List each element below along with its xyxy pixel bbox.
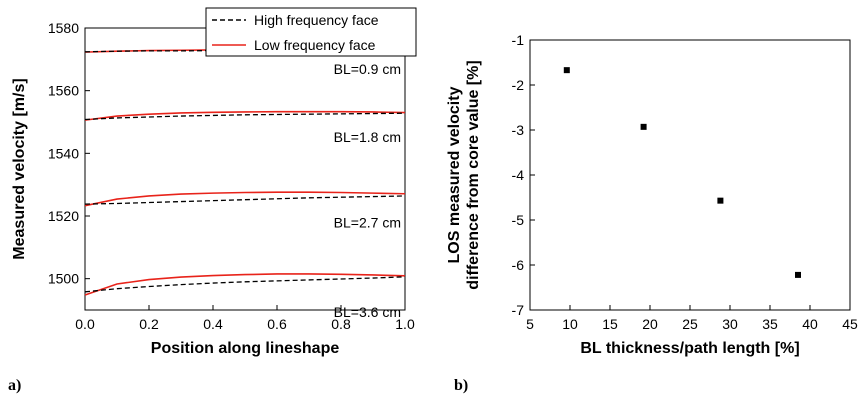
axis-ticks-b: 5 10 15 20 25 30 35 40 45 -1 -2 -3 -4 -5 -6 -7: [512, 32, 858, 332]
plot-frame-b: [529, 39, 851, 311]
high-frequency-line: [84, 276, 406, 293]
annotations-a: BL=0.9 cm BL=1.8 cm BL=2.7 cm BL=3.6 cm: [334, 61, 401, 320]
scatter-point: [717, 197, 724, 204]
y-tick-label: 1520: [48, 208, 79, 224]
legend-box: [205, 7, 417, 57]
y-tick-label: 1580: [48, 20, 79, 36]
x-tick-label: 0.0: [75, 316, 95, 332]
series-lines-a: [84, 49, 406, 296]
bl-annotation: BL=3.6 cm: [334, 304, 401, 320]
axis-ticks-a: 0.0 0.2 0.4 0.6 0.8 1.0 1500 1520 1540 1560 1580: [48, 20, 415, 332]
legend-label-high: High frequency face: [254, 12, 379, 28]
x-tick-label: 35: [762, 316, 778, 332]
x-tick-label: 40: [802, 316, 818, 332]
panel-label-b: b): [454, 377, 468, 394]
high-frequency-line: [84, 112, 406, 121]
x-tick-label: 10: [562, 316, 578, 332]
x-tick-label: 0.2: [139, 316, 159, 332]
y-tick-label: -5: [512, 212, 525, 228]
y-axis-label-a: Measured velocity [m/s]: [11, 78, 28, 259]
x-tick-label: 0.6: [267, 316, 287, 332]
x-tick-label: 45: [842, 316, 858, 332]
x-tick-label: 5: [526, 316, 534, 332]
low-frequency-line: [84, 191, 406, 207]
panel-b: 5 10 15 20 25 30 35 40 45 -1 -2 -3 -4 -5 -6 -7 BL thick…: [446, 32, 858, 394]
x-tick-label: 20: [642, 316, 658, 332]
y-tick-label: 1500: [48, 271, 79, 287]
x-axis-label-b: BL thickness/path length [%]: [580, 340, 799, 357]
high-frequency-line: [84, 195, 406, 205]
x-tick-label: 0.4: [203, 316, 223, 332]
legend-label-low: Low frequency face: [254, 37, 376, 53]
panel-a: 0.0 0.2 0.4 0.6 0.8 1.0 1500 1520 1540 1560 1580 B…: [8, 7, 417, 394]
legend-a: High frequency face Low frequency face: [205, 7, 417, 57]
low-frequency-line: [84, 110, 406, 121]
y-tick-label: -6: [512, 257, 525, 273]
y-axis-label-b-line1: LOS measured velocity: [446, 86, 463, 263]
x-tick-label: 1.0: [395, 316, 415, 332]
x-tick-label: 0.8: [331, 316, 351, 332]
x-tick-label: 30: [722, 316, 738, 332]
scatter-point: [563, 67, 570, 74]
y-axis-label-b-line2: difference from core value [%]: [465, 60, 482, 289]
low-frequency-line: [84, 273, 406, 296]
scatter-point: [640, 123, 647, 130]
y-tick-label: 1540: [48, 145, 79, 161]
x-tick-label: 25: [682, 316, 698, 332]
scatter-point: [795, 271, 801, 278]
x-axis-label-a: Position along lineshape: [151, 340, 340, 357]
bl-annotation: BL=2.7 cm: [334, 215, 401, 231]
y-tick-label: -4: [512, 167, 525, 183]
bl-annotation: BL=0.9 cm: [334, 61, 401, 77]
scatter-points-b: [563, 67, 801, 278]
panel-label-a: a): [8, 377, 21, 394]
y-tick-label: -2: [512, 77, 525, 93]
bl-annotation: BL=1.8 cm: [334, 129, 401, 145]
y-tick-label: -3: [512, 122, 525, 138]
x-tick-label: 15: [602, 316, 618, 332]
y-tick-label: 1560: [48, 83, 79, 99]
y-tick-label: -7: [512, 302, 525, 318]
y-tick-label: -1: [512, 32, 525, 48]
